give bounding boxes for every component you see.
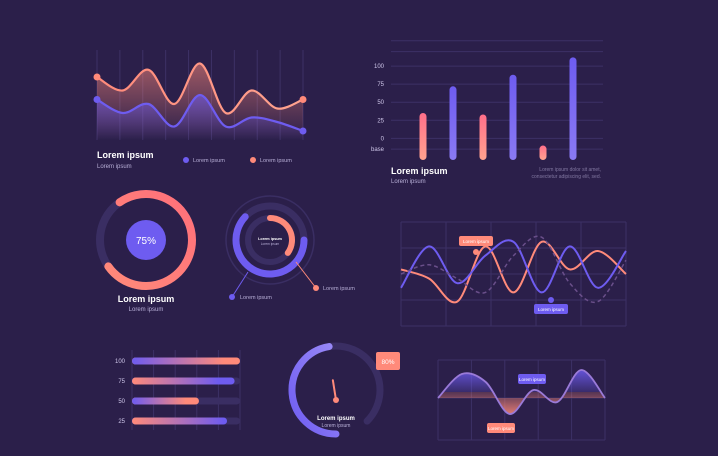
vertical-bar-chart: base 0 25 50 75 100 Lorem ipsum Lorem ipsum L… [371, 40, 603, 185]
bar-y-tick-label: 0 [381, 136, 385, 142]
bar-y-tick-label: 50 [377, 100, 384, 106]
area-line [437, 369, 606, 415]
bar-subtitle: Lorem ipsum [391, 179, 426, 185]
line-chart: Lorem ipsum Lorem ipsum [400, 221, 627, 327]
area-fill [438, 369, 605, 415]
gauge-badge-label: 80% [381, 359, 394, 366]
hbar-bar-front [132, 377, 219, 385]
bar-y-ticks: base 0 25 50 75 100 [371, 64, 385, 153]
gauge-title: Lorem ipsum [317, 416, 355, 422]
wave-series [93, 62, 307, 141]
rings-inner-arc [267, 215, 295, 256]
rings-center-subtitle: Lorem ipsum [261, 242, 280, 246]
horizontal-bar-chart: 100 75 50 25 [115, 350, 241, 430]
gauge-badge [376, 352, 400, 370]
line-point-coral [473, 249, 479, 255]
bar-4 [539, 145, 547, 160]
rings-callout-line-coral [295, 261, 317, 289]
area-tooltip-purple [518, 374, 546, 384]
rings-callout-line-purple [231, 271, 249, 298]
rings-callout-dot-coral [313, 285, 319, 291]
wave-line-coral [96, 62, 304, 115]
wave-area-chart: Lorem ipsum Lorem ipsum Lorem ipsum Lore… [93, 50, 307, 170]
wave-line-purple [96, 93, 304, 133]
bar-0 [419, 113, 427, 160]
line-tooltip-purple-label: Lorem ipsum [538, 307, 564, 312]
bar-y-tick-label: base [371, 147, 385, 153]
wave-point-purple-end [299, 127, 307, 135]
donut-value-arc [104, 190, 196, 290]
rings-outer-guide [225, 195, 315, 285]
hbar-tick-label: 100 [115, 359, 126, 365]
gauge-chart: 80% Lorem ipsum Lorem ipsum [288, 342, 400, 438]
line-series-purple [400, 239, 627, 294]
hbar-tick-label: 75 [118, 379, 125, 385]
line-grid [400, 221, 627, 327]
hbar-bar-front [132, 397, 186, 405]
bar-note-line-1: Lorem ipsum dolor sit amet, [539, 167, 601, 173]
hbar-series [132, 357, 240, 425]
line-tooltip-coral [459, 236, 493, 246]
line-tooltip-coral-label: Lorem ipsum [463, 239, 489, 244]
hbar-bar-front [132, 417, 224, 425]
bar-1 [449, 86, 457, 160]
hbar-ticks: 100 75 50 25 [115, 359, 126, 425]
gauge-value-arc [288, 343, 340, 438]
rings-callout-dot-purple [229, 294, 235, 300]
donut-center-disc [126, 220, 166, 260]
donut-title: Lorem ipsum [118, 294, 175, 304]
rings-center-title: Lorem ipsum [258, 237, 282, 241]
line-point-purple [548, 297, 554, 303]
rings-callout-label-purple: Lorem ipsum [240, 295, 272, 301]
wave-title: Lorem ipsum [97, 150, 154, 160]
bar-title: Lorem ipsum [391, 166, 448, 176]
area-tooltip-coral [487, 423, 515, 433]
gauge-needle-hub [333, 397, 339, 403]
bar-2 [479, 114, 487, 160]
line-tooltip-purple [534, 304, 568, 314]
hbar-bar-front [132, 357, 224, 365]
bipolar-area-chart: Lorem ipsum Lorem ipsum [437, 359, 606, 441]
gauge-needle [331, 379, 337, 401]
wave-subtitle: Lorem ipsum [97, 164, 132, 170]
wave-legend-label-purple: Lorem ipsum [193, 158, 225, 164]
wave-point-purple-start [93, 96, 101, 103]
wave-area-purple [97, 95, 303, 140]
gauge-subtitle: Lorem ipsum [322, 423, 351, 429]
line-series [400, 235, 627, 304]
bar-series [419, 57, 577, 160]
bar-5 [569, 57, 577, 160]
wave-legend-swatch-coral [250, 157, 256, 163]
hbar-tick-label: 25 [118, 419, 125, 425]
area-tooltip-purple-label: Lorem ipsum [519, 377, 545, 382]
nested-rings-chart: Lorem ipsum Lorem ipsum Lorem ipsum Lore… [225, 195, 355, 301]
line-series-dashed [400, 235, 627, 304]
bar-note-line-2: consectetur adipiscing elit, sed. [532, 174, 601, 180]
wave-legend-label-coral: Lorem ipsum [260, 158, 292, 164]
rings-callout-label-coral: Lorem ipsum [323, 286, 355, 292]
wave-point-coral-start [93, 73, 101, 81]
bar-y-tick-label: 100 [374, 64, 385, 70]
wave-point-coral-end [299, 96, 307, 103]
rings-outer-arc [232, 213, 308, 278]
bar-y-tick-label: 25 [377, 118, 384, 124]
area-tooltip-coral-label: Lorem ipsum [488, 426, 514, 431]
area-series [437, 369, 606, 415]
bar-3 [509, 74, 517, 160]
hbar-tick-label: 50 [118, 399, 125, 405]
donut-center-label: 75% [136, 236, 156, 247]
donut-subtitle: Lorem ipsum [129, 307, 164, 313]
donut-chart: 75% Lorem ipsum Lorem ipsum [96, 190, 196, 313]
bar-y-tick-label: 75 [377, 82, 384, 88]
line-series-coral [400, 240, 627, 304]
wave-legend-swatch-purple [183, 157, 189, 163]
